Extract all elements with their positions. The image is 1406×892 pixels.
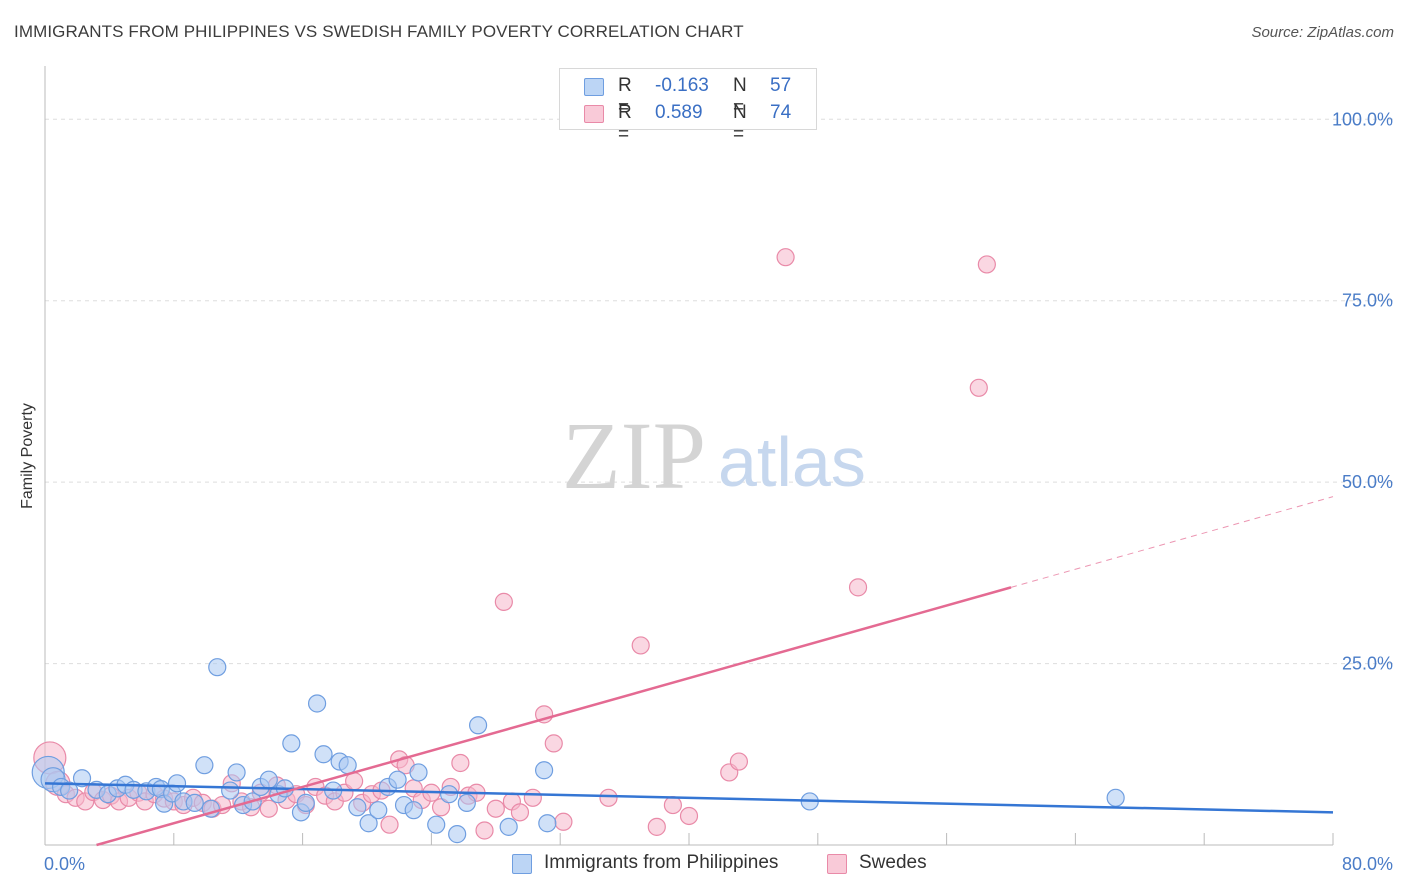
philippines-point: [282, 734, 301, 753]
swedes-point: [486, 799, 505, 818]
philippines-point: [227, 763, 246, 782]
watermark-zip: ZIP: [562, 402, 706, 509]
grid-lines: [45, 118, 1395, 665]
swedes-point: [631, 636, 650, 655]
swedes-point: [599, 788, 618, 807]
r-value: 0.589: [655, 102, 703, 123]
swedes-point: [554, 812, 573, 831]
y-tick-label: 25.0%: [1342, 654, 1393, 674]
swedes-point: [647, 817, 666, 836]
n-label: N =: [733, 102, 747, 145]
r-value: -0.163: [655, 75, 709, 96]
r-label: R =: [618, 102, 632, 145]
philippines-point: [221, 781, 240, 800]
blue-swatch: [584, 78, 604, 96]
source-credit: Source: ZipAtlas.com: [1251, 24, 1394, 41]
swedes-point: [729, 752, 749, 771]
philippines-point: [404, 801, 423, 820]
swedes-point: [544, 734, 563, 753]
philippines-point: [259, 770, 278, 789]
philippines-point: [338, 756, 357, 775]
x-tick-label: 80.0%: [1342, 854, 1393, 874]
philippines-point: [448, 825, 467, 844]
swedes-trend-extension: [1010, 496, 1334, 588]
legend-label: Immigrants from Philippines: [544, 852, 779, 873]
philippines-point: [314, 745, 333, 764]
swedes-point: [679, 806, 699, 826]
philippines-point: [195, 756, 214, 775]
philippines-point: [348, 798, 367, 817]
philippines-point: [538, 814, 557, 833]
philippines-point: [468, 716, 488, 735]
watermark-atlas: atlas: [718, 423, 866, 501]
philippines-point: [60, 781, 79, 800]
n-label: N =: [733, 75, 747, 118]
swedes-point: [510, 803, 530, 822]
pink-swatch: [584, 105, 604, 123]
y-tick-label: 50.0%: [1342, 472, 1393, 492]
chart-title: IMMIGRANTS FROM PHILIPPINES VS SWEDISH F…: [14, 22, 744, 41]
swedes-point: [969, 378, 988, 397]
philippines-point: [307, 694, 327, 713]
x-tick-label: 0.0%: [44, 854, 85, 874]
swedes-point: [663, 795, 683, 815]
philippines-point: [296, 793, 315, 813]
swedes-point: [977, 255, 996, 274]
tick-labels: 25.0% 50.0% 75.0% 100.0% 0.0% 80.0%: [44, 109, 1393, 874]
swedes-points: [33, 248, 996, 840]
philippines-point: [185, 793, 204, 813]
philippines-point: [369, 801, 388, 820]
swedes-point: [494, 592, 513, 611]
swedes-point: [475, 821, 494, 840]
swedes-point: [523, 788, 542, 807]
philippines-point: [409, 763, 428, 782]
philippines-point: [440, 785, 459, 804]
y-tick-label: 75.0%: [1342, 291, 1393, 311]
blue-swatch: [512, 854, 532, 874]
swedes-trend-line: [96, 586, 1012, 847]
y-tick-label: 100.0%: [1332, 109, 1393, 129]
swedes-point: [776, 248, 795, 267]
swedes-point: [380, 815, 399, 834]
philippines-point: [359, 814, 378, 833]
axes: [44, 66, 1334, 846]
philippines-trend-line: [44, 782, 1334, 814]
n-value: 74: [770, 102, 792, 123]
philippines-point: [457, 793, 476, 813]
philippines-point: [427, 815, 446, 834]
philippines-point: [167, 774, 187, 793]
watermark: ZIP atlas: [562, 402, 866, 509]
r-label: R =: [618, 75, 632, 118]
trend-lines: [44, 496, 1334, 847]
swedes-point: [451, 753, 470, 773]
series-legend: Immigrants from Philippines Swedes: [0, 852, 1406, 878]
pink-swatch: [827, 854, 847, 874]
philippines-point: [499, 817, 518, 836]
philippines-points: [31, 658, 1125, 844]
swedes-point: [848, 578, 868, 597]
philippines-point: [534, 761, 554, 780]
philippines-point: [208, 658, 227, 677]
legend-label: Swedes: [859, 852, 927, 873]
swedes-point: [259, 799, 278, 818]
n-value: 57: [770, 75, 792, 96]
swedes-point: [431, 798, 451, 817]
philippines-point: [72, 769, 92, 788]
philippines-point: [388, 770, 407, 789]
philippines-point: [1106, 788, 1125, 807]
correlation-legend: R = -0.163 N = 57 R = 0.589 N = 74: [559, 68, 817, 145]
